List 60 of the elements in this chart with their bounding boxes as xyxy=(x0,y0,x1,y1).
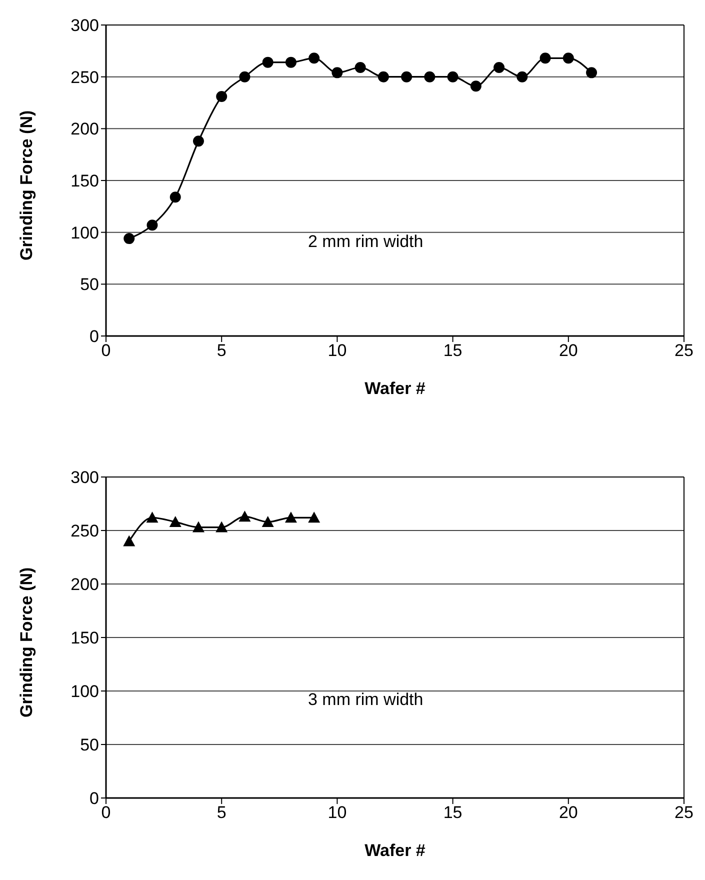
point xyxy=(562,52,574,64)
point xyxy=(354,62,366,74)
y-tick-label: 250 xyxy=(70,522,99,541)
point xyxy=(401,71,412,82)
x-tick-label: 20 xyxy=(558,803,578,822)
point xyxy=(540,52,551,64)
point xyxy=(146,512,158,523)
point xyxy=(447,71,458,82)
point xyxy=(494,62,505,74)
y-tick-label: 300 xyxy=(70,16,99,36)
x-tick-label: 5 xyxy=(216,803,226,822)
point xyxy=(238,510,251,522)
y-tick-label: 50 xyxy=(80,736,99,755)
point xyxy=(170,192,181,203)
y-tick-label: 0 xyxy=(90,789,99,808)
point xyxy=(284,512,297,523)
x-axis-title: Wafer # xyxy=(364,841,426,860)
x-tick-label: 5 xyxy=(216,341,226,360)
y-tick-label: 150 xyxy=(70,172,99,191)
x-tick-label: 25 xyxy=(674,341,694,360)
x-tick-label: 25 xyxy=(674,803,694,822)
point xyxy=(586,67,598,78)
y-tick-label: 150 xyxy=(70,628,99,648)
point xyxy=(262,516,274,527)
point xyxy=(308,52,320,64)
y-tick-label: 100 xyxy=(70,682,99,702)
annotation: 3 mm rim width xyxy=(308,690,424,710)
x-tick-label: 10 xyxy=(328,341,347,360)
point xyxy=(192,136,204,147)
x-tick-label: 15 xyxy=(443,803,462,822)
point xyxy=(216,521,228,532)
point xyxy=(308,512,320,523)
point xyxy=(239,71,250,82)
point xyxy=(516,71,528,82)
y-tick-label: 300 xyxy=(70,468,99,488)
x-tick-label: 10 xyxy=(328,803,347,822)
y-tick-label: 250 xyxy=(70,68,99,87)
point xyxy=(332,67,343,78)
point xyxy=(216,91,228,102)
annotation: 2 mm rim width xyxy=(308,232,424,252)
y-tick-label: 200 xyxy=(70,120,99,139)
point xyxy=(169,516,182,527)
point xyxy=(262,56,274,68)
point xyxy=(123,535,136,546)
y-tick-label: 50 xyxy=(80,275,99,294)
point xyxy=(424,71,436,82)
point xyxy=(146,220,158,231)
point xyxy=(470,80,482,92)
y-tick-label: 200 xyxy=(70,575,99,594)
x-tick-label: 20 xyxy=(558,341,578,360)
x-axis-title: Wafer # xyxy=(364,379,426,398)
y-axis-title: Grinding Force (N) xyxy=(17,110,36,260)
y-axis-title: Grinding Force (N) xyxy=(17,567,36,718)
point xyxy=(192,521,204,532)
x-tick-label: 15 xyxy=(443,341,462,360)
y-tick-label: 100 xyxy=(70,223,99,242)
point xyxy=(378,71,389,82)
y-tick-label: 0 xyxy=(90,327,99,346)
point xyxy=(285,56,296,68)
point xyxy=(124,233,135,244)
